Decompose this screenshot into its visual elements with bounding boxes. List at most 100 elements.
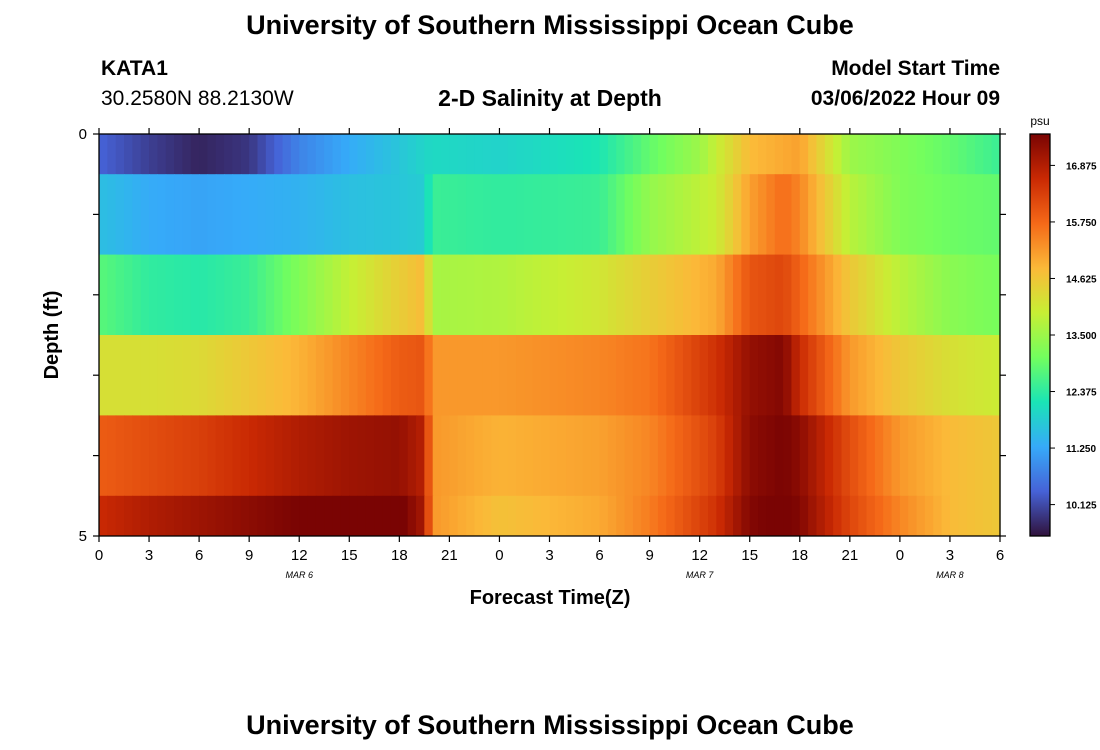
heatmap-cell — [416, 495, 425, 537]
heatmap-cell — [858, 254, 868, 336]
heatmap-cell — [858, 495, 868, 537]
heatmap-cell — [324, 415, 334, 497]
heatmap-cell — [783, 495, 793, 537]
heatmap-cell — [524, 495, 534, 537]
heatmap-cell — [607, 174, 617, 255]
heatmap-cell — [733, 495, 742, 537]
heatmap-cell — [799, 174, 809, 255]
heatmap-cell — [791, 174, 801, 255]
heatmap-cell — [466, 174, 476, 255]
heatmap-cell — [724, 415, 734, 497]
heatmap-cell — [232, 335, 242, 416]
heatmap-cell — [924, 415, 934, 497]
heatmap-cell — [657, 335, 667, 416]
heatmap-cell — [340, 134, 350, 175]
heatmap-cell — [841, 174, 851, 255]
heatmap-cell — [140, 335, 150, 416]
heatmap-cell — [524, 415, 534, 497]
heatmap-cell — [182, 415, 192, 497]
heatmap-cell — [724, 335, 734, 416]
heatmap-cell — [224, 254, 234, 336]
heatmap-cell — [349, 495, 359, 537]
heatmap-cell — [474, 415, 484, 497]
heatmap-cell — [299, 495, 309, 537]
heatmap-cell — [99, 495, 108, 537]
heatmap-cell — [557, 254, 567, 336]
colorbar-tick-label: 16.875 — [1066, 161, 1097, 172]
heatmap-cell — [507, 415, 517, 497]
heatmap-cell — [758, 335, 767, 416]
heatmap-cell — [866, 254, 876, 336]
heatmap-cell — [507, 335, 517, 416]
x-tick-label: 21 — [841, 547, 858, 564]
heatmap-cell — [340, 254, 350, 336]
heatmap-cell — [983, 335, 993, 416]
x-tick-label: 3 — [145, 547, 153, 564]
heatmap-cell — [899, 174, 909, 255]
heatmap-cell — [666, 134, 676, 175]
heatmap-cell — [991, 415, 1001, 497]
heatmap-cell — [816, 495, 826, 537]
heatmap-cell — [466, 495, 476, 537]
heatmap-cell — [624, 335, 634, 416]
plot-title: 2-D Salinity at Depth — [438, 85, 662, 111]
x-tick-label: 6 — [195, 547, 203, 564]
heatmap-cell — [432, 495, 442, 537]
heatmap-cell — [899, 415, 909, 497]
heatmap-cell — [808, 335, 818, 416]
heatmap-cell — [340, 495, 350, 537]
heatmap-cell — [849, 415, 859, 497]
heatmap-cell — [641, 495, 651, 537]
heatmap-cell — [657, 415, 667, 497]
heatmap-cell — [908, 335, 918, 416]
heatmap-cell — [382, 134, 392, 175]
heatmap-cell — [257, 134, 267, 175]
heatmap-cell — [149, 174, 158, 255]
heatmap-cell — [107, 254, 117, 336]
heatmap-cell — [941, 495, 951, 537]
heatmap-cell — [290, 254, 300, 336]
date-label: MAR 8 — [936, 570, 964, 580]
heatmap-cell — [774, 254, 784, 336]
heatmap-cell — [566, 254, 576, 336]
heatmap-cell — [357, 254, 367, 336]
heatmap-cell — [599, 415, 609, 497]
heatmap-cell — [232, 495, 242, 537]
heatmap-cell — [649, 254, 659, 336]
heatmap-cell — [933, 415, 943, 497]
y-tick-label: 0 — [79, 126, 87, 143]
heatmap-cell — [516, 134, 526, 175]
heatmap-cell — [132, 254, 142, 336]
heatmap-cell — [124, 254, 133, 336]
heatmap-cell — [390, 174, 400, 255]
heatmap-cell — [507, 174, 517, 255]
heatmap-cell — [274, 495, 284, 537]
heatmap-cell — [315, 495, 325, 537]
heatmap-cell — [949, 254, 959, 336]
heatmap-cell — [157, 254, 167, 336]
heatmap-cell — [474, 254, 484, 336]
heatmap-cell — [716, 415, 726, 497]
heatmap-cell — [182, 254, 192, 336]
heatmap-cell — [766, 134, 776, 175]
heatmap-cell — [883, 495, 893, 537]
heatmap-cell — [874, 335, 884, 416]
heatmap-cell — [899, 335, 909, 416]
heatmap-cell — [349, 335, 359, 416]
heatmap-cell — [390, 495, 400, 537]
heatmap-cell — [966, 254, 976, 336]
heatmap-cell — [432, 335, 442, 416]
colorbar-tick-label: 10.125 — [1066, 501, 1097, 512]
heatmap-cell — [841, 134, 851, 175]
heatmap-cell — [140, 174, 150, 255]
heatmap-cell — [607, 495, 617, 537]
station-id: KATA1 — [101, 57, 168, 80]
heatmap-cell — [582, 415, 592, 497]
heatmap-cell — [574, 415, 584, 497]
heatmap-cell — [866, 174, 876, 255]
heatmap-cell — [557, 335, 567, 416]
heatmap-cell — [132, 495, 142, 537]
heatmap-cell — [924, 335, 934, 416]
heatmap-cell — [249, 495, 259, 537]
heatmap-cell — [365, 174, 375, 255]
